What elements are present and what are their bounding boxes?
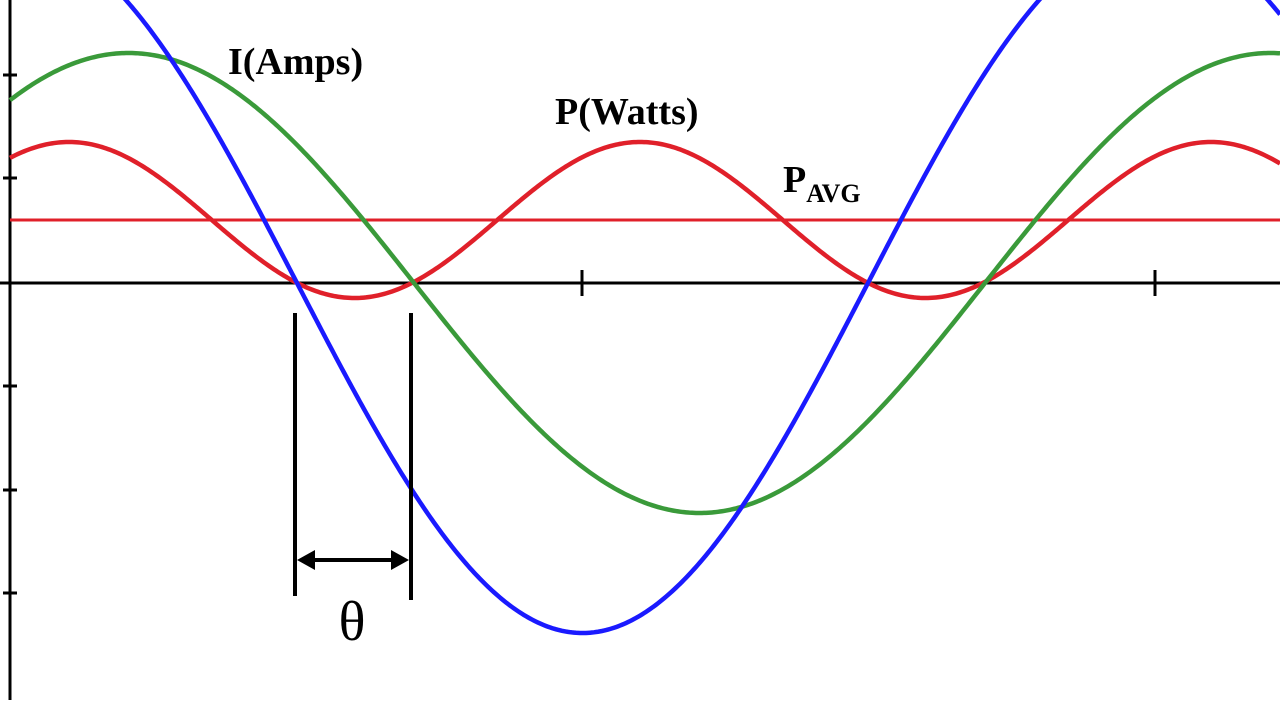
arrow-head [391, 550, 409, 570]
pavg-subscript: AVG [806, 179, 860, 208]
pavg-main: P [783, 159, 806, 201]
current-curve [8, 50, 1280, 516]
power-label: P(Watts) [555, 91, 699, 133]
axes [0, 0, 1280, 700]
current-label: I(Amps) [228, 41, 363, 83]
pavg-label: PAVG [783, 159, 861, 208]
theta-label: θ [339, 591, 366, 653]
phase-marker [293, 313, 413, 600]
arrow-head [297, 550, 315, 570]
power-curve [8, 139, 1280, 301]
voltage-curve [122, 0, 1280, 636]
